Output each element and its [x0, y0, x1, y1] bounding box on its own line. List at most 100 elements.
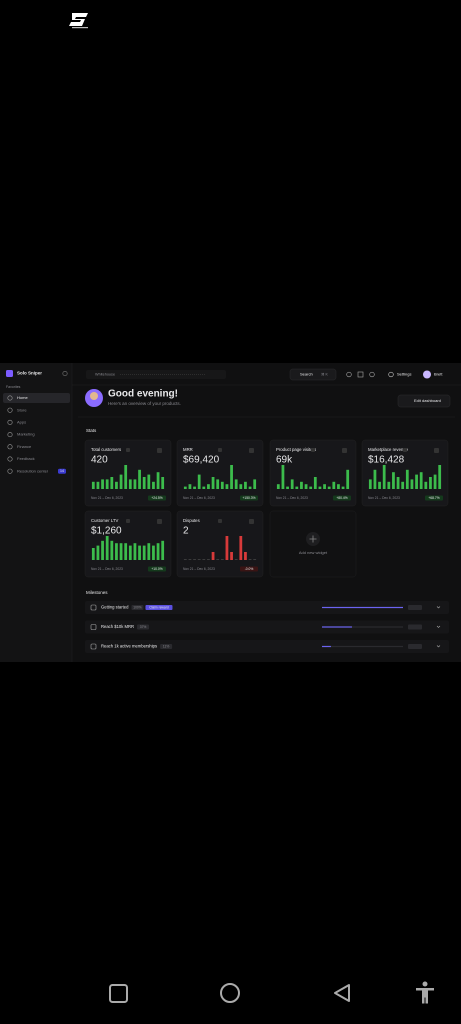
icon-button[interactable]: [357, 371, 364, 378]
sidebar-section: Favorites: [6, 385, 21, 389]
bar: [197, 474, 201, 489]
bar: [239, 484, 243, 489]
bar: [392, 472, 395, 489]
settings-icon[interactable]: [388, 371, 394, 378]
change: +10.0%: [151, 567, 162, 571]
card-value: $69,420: [183, 455, 220, 466]
card-date: Nov 21 – Dec 6, 2023: [183, 496, 215, 500]
bar: [230, 465, 233, 489]
bar: [156, 543, 160, 560]
bar: [405, 469, 409, 489]
stat-card[interactable]: [176, 439, 264, 507]
add-widget-label: Add new widget: [299, 550, 328, 555]
card-menu[interactable]: [342, 448, 347, 453]
bar: [410, 479, 414, 489]
row-button[interactable]: [408, 605, 422, 610]
icon-button[interactable]: [369, 371, 375, 378]
bar: [152, 545, 155, 560]
stat-card[interactable]: [84, 439, 172, 507]
info-icon: [311, 448, 315, 452]
nav-recents[interactable]: [109, 984, 128, 1003]
bar: [230, 552, 233, 560]
bar: [115, 543, 118, 560]
bar: [337, 484, 340, 489]
chevron[interactable]: [436, 625, 441, 628]
milestone-label: Getting started: [101, 605, 129, 610]
change-pill: [425, 495, 443, 501]
card-menu[interactable]: [249, 448, 254, 453]
nav-item[interactable]: Resolution center: [17, 468, 49, 473]
nav-accessibility[interactable]: [416, 981, 434, 1004]
icon-button[interactable]: [346, 371, 352, 378]
card-title: Marketplace revenue: [368, 447, 409, 452]
bar: [234, 479, 238, 489]
card-menu[interactable]: [157, 448, 162, 453]
nav-item[interactable]: Feedback: [17, 456, 35, 461]
card-menu[interactable]: [434, 448, 439, 453]
stat-card[interactable]: [84, 510, 172, 578]
card-date: Nov 21 – Dec 6, 2023: [276, 496, 308, 500]
bar: [105, 479, 109, 489]
edit-dashboard-label: Edit dashboard: [414, 398, 441, 403]
user-name[interactable]: Brett: [434, 372, 443, 377]
stat-card[interactable]: [361, 439, 449, 507]
bar: [110, 477, 114, 489]
bar: [188, 559, 192, 560]
nav-item-active: [3, 393, 70, 403]
stat-card[interactable]: [176, 510, 264, 578]
milestone-row[interactable]: [85, 640, 449, 653]
chevron[interactable]: [436, 606, 441, 609]
app-name[interactable]: Solo Sniper: [17, 371, 42, 376]
bar: [239, 536, 243, 560]
row-button[interactable]: [408, 644, 422, 649]
bar: [110, 540, 114, 560]
bar: [234, 559, 238, 560]
nav-icon: [7, 395, 13, 401]
stat-card[interactable]: [269, 439, 357, 507]
card-menu[interactable]: [157, 519, 162, 524]
logo: [69, 13, 88, 29]
bar: [396, 477, 400, 489]
bar: [295, 486, 299, 489]
settings[interactable]: Settings: [397, 372, 411, 377]
card-value: $1,260: [91, 526, 122, 537]
change: +24.5%: [151, 496, 162, 500]
progress-bar: [322, 606, 403, 609]
nav-item[interactable]: Marketing: [17, 432, 35, 437]
stats-heading: Stats: [86, 428, 97, 433]
nav-icon: [7, 407, 13, 413]
milestone-row[interactable]: [85, 601, 449, 614]
card-date: Nov 21 – Dec 6, 2023: [91, 496, 123, 500]
card-title: Product page visitors: [276, 447, 316, 452]
progress-track: [322, 645, 403, 648]
bar: [378, 481, 381, 489]
sidebar: [0, 363, 72, 662]
milestone-row[interactable]: [85, 620, 449, 634]
nav-item[interactable]: Store: [17, 407, 27, 412]
chevron[interactable]: [436, 645, 441, 648]
nav-item[interactable]: Apps: [17, 419, 26, 424]
bar: [152, 481, 155, 489]
sidebar-toggle[interactable]: [62, 370, 68, 376]
bar: [101, 479, 104, 489]
bar: [281, 465, 285, 489]
nav-home[interactable]: [220, 983, 240, 1003]
bar: [253, 479, 257, 489]
claim-button[interactable]: [145, 605, 173, 610]
nav-icon: [7, 456, 13, 462]
nav-item[interactable]: Home: [17, 395, 28, 400]
progress-bar: [322, 626, 352, 628]
info-icon: [218, 519, 222, 523]
edit-dashboard[interactable]: [397, 394, 451, 408]
row-button[interactable]: [408, 624, 422, 630]
card-value: 69k: [276, 455, 293, 466]
card-menu[interactable]: [249, 519, 254, 524]
user-avatar[interactable]: [423, 370, 431, 379]
nav-back[interactable]: [334, 984, 350, 1002]
nav-icon: [7, 432, 13, 438]
bar: [313, 477, 317, 489]
nav-item[interactable]: Finance: [17, 444, 32, 449]
search[interactable]: [289, 368, 337, 381]
claim-label: Claim reward: [149, 605, 169, 609]
bar: [105, 536, 109, 560]
